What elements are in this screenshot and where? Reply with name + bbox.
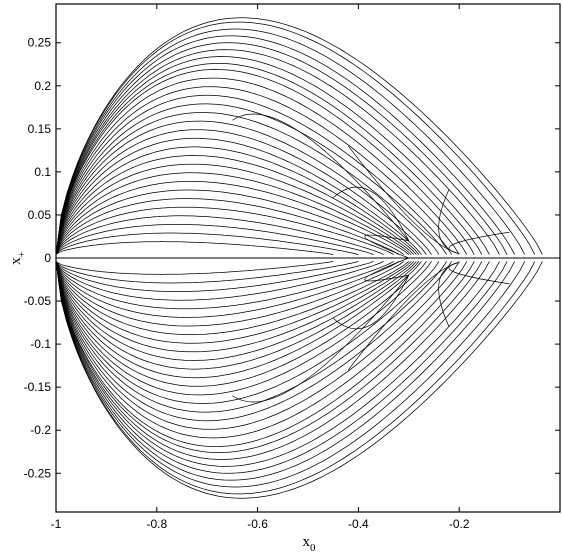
trajectory-curve-lower-5: [55, 261, 500, 467]
cusp-strand-lower-1: [332, 275, 410, 330]
trajectory-curve-lower-11: [55, 261, 452, 422]
trajectory-curve-upper-11: [55, 94, 452, 255]
trajectory-curve-upper-6: [55, 56, 490, 255]
y-tick-label: 0.15: [28, 122, 52, 136]
cusp-strand-lower-2: [364, 257, 409, 282]
cusp-strand-upper-5: [448, 231, 510, 255]
cusp-strand-upper-2: [364, 234, 409, 259]
trajectory-curve-lower-21: [55, 261, 410, 335]
trajectory-curve-upper-21: [55, 181, 410, 255]
trajectory-curve-lower-16: [55, 261, 422, 379]
y-axis-label: x+: [8, 251, 28, 265]
y-tick-label: 0.1: [34, 165, 51, 179]
trajectory-curve-lower-25: [55, 261, 384, 301]
trajectory-curve-upper-1: [55, 21, 536, 255]
x-axis-label: x0: [303, 534, 317, 554]
trajectory-curve-upper-22: [55, 189, 405, 255]
trajectory-curve-upper-7: [55, 63, 483, 255]
x-tick-label: -0.8: [146, 517, 167, 531]
trajectory-curve-upper-24: [55, 206, 394, 255]
trajectory-curve-lower-27: [55, 261, 359, 284]
trajectory-curve-lower-2: [55, 261, 526, 488]
y-tick-label: 0: [44, 251, 51, 265]
trajectory-curve-upper-16: [55, 137, 422, 255]
x-tick-label: -0.6: [247, 517, 268, 531]
y-tick-label: -0.1: [30, 337, 51, 351]
y-tick-label: 0.25: [28, 36, 52, 50]
cusp-strand-lower-0: [232, 274, 410, 403]
trajectory-curve-lower-28: [55, 261, 334, 275]
x-tick-label: -0.4: [348, 517, 369, 531]
y-axis-ticks: 0.25 0.2 0.15 0.1 0.05 0 -0.05 -0.1 -0.15 -0.2 -0.…: [24, 36, 560, 480]
trajectory-curve-upper-26: [55, 224, 374, 255]
trajectory-curve-upper-9: [55, 77, 468, 255]
y-axis-label-subscript: +: [16, 251, 28, 257]
trajectory-curves: [55, 17, 560, 499]
y-tick-label: -0.05: [24, 294, 52, 308]
trajectory-curve-lower-24: [55, 261, 394, 310]
trajectory-curve-upper-28: [55, 241, 334, 255]
trajectory-curve-upper-3: [55, 35, 515, 255]
trajectory-curve-upper-14: [55, 120, 432, 255]
trajectory-curve-lower-17: [55, 261, 420, 370]
trajectory-curve-upper-27: [55, 232, 359, 255]
cusp-strand-upper-0: [232, 113, 410, 242]
trajectory-curve-lower-13: [55, 261, 440, 404]
trajectory-curve-lower-7: [55, 261, 483, 453]
y-tick-label: 0.2: [34, 79, 51, 93]
trajectory-curve-lower-15: [55, 261, 427, 387]
trajectory-curve-lower-18: [55, 261, 417, 361]
trajectory-curve-upper-2: [55, 28, 526, 255]
trajectory-curve-lower-1: [55, 261, 536, 495]
x-tick-label: -0.2: [449, 517, 470, 531]
y-tick-label: -0.2: [30, 423, 51, 437]
trajectory-curve-upper-0: [55, 17, 543, 255]
y-tick-label: 0.05: [28, 208, 52, 222]
trajectory-curve-lower-3: [55, 261, 515, 481]
trajectory-curve-upper-25: [55, 215, 384, 255]
x-axis-label-subscript: 0: [310, 542, 316, 554]
cusp-strand-lower-5: [448, 261, 510, 285]
trajectory-curve-lower-23: [55, 261, 399, 318]
trajectory-curve-lower-10: [55, 261, 460, 430]
trajectory-curve-upper-18: [55, 155, 417, 255]
plot-frame: [55, 3, 561, 513]
trajectory-curve-upper-19: [55, 163, 415, 255]
trajectory-curve-lower-0: [55, 261, 543, 499]
trajectory-curve-lower-6: [55, 261, 490, 460]
trajectory-curve-upper-17: [55, 146, 420, 255]
trajectory-curve-lower-19: [55, 261, 415, 353]
cusp-strand-upper-1: [332, 186, 410, 241]
y-tick-label: -0.25: [24, 466, 52, 480]
trajectory-curve-upper-15: [55, 129, 427, 255]
trajectory-curve-upper-8: [55, 69, 475, 255]
trajectory-curve-lower-22: [55, 261, 405, 327]
trajectory-curve-lower-9: [55, 261, 468, 439]
trajectory-curve-lower-26: [55, 261, 374, 292]
trajectory-curve-upper-23: [55, 198, 399, 255]
y-tick-label: -0.15: [24, 380, 52, 394]
trajectory-curve-upper-12: [55, 103, 447, 255]
trajectory-curve-upper-10: [55, 86, 460, 255]
trajectory-curve-lower-20: [55, 261, 412, 344]
trajectory-curve-lower-8: [55, 261, 475, 447]
trajectory-curve-upper-13: [55, 112, 440, 255]
trajectory-curve-upper-5: [55, 49, 500, 255]
trajectory-curve-lower-14: [55, 261, 432, 396]
trajectory-curve-upper-4: [55, 42, 508, 255]
trajectory-curve-lower-4: [55, 261, 508, 474]
x-tick-label: -1: [51, 517, 62, 531]
trajectory-curve-upper-20: [55, 172, 412, 255]
trajectory-curve-lower-12: [55, 261, 447, 413]
